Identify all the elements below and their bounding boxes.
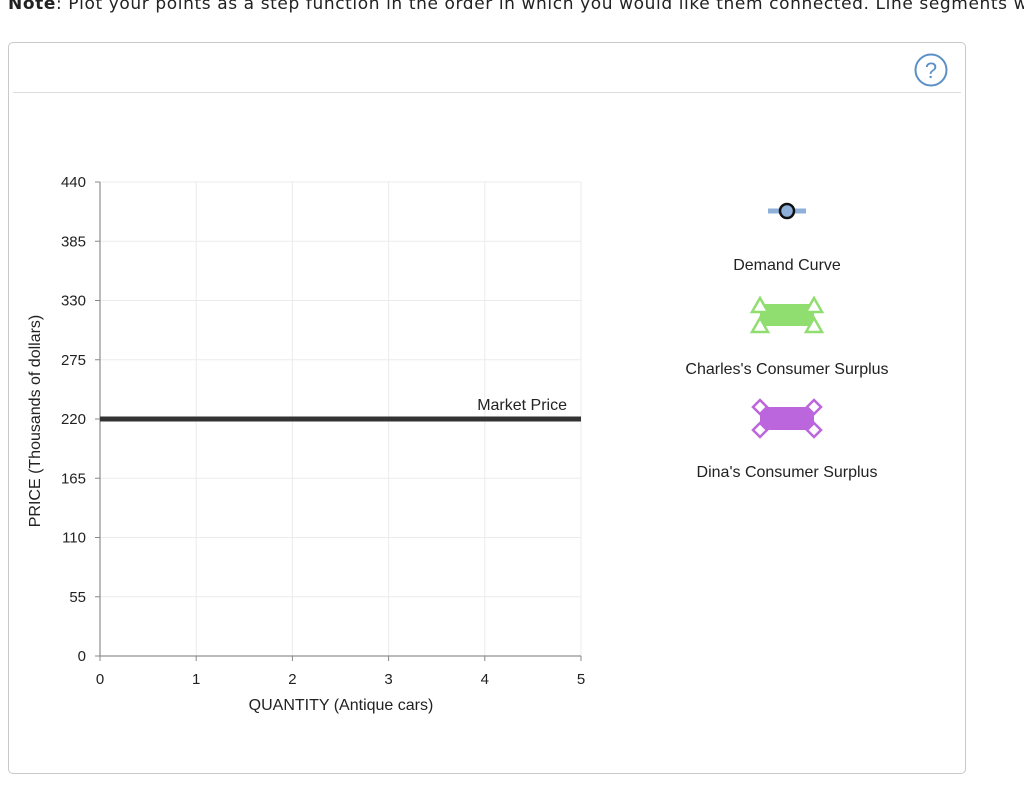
x-tick-label: 4 <box>481 671 489 688</box>
dina-surplus-tool[interactable] <box>751 398 823 439</box>
y-tick-label: 55 <box>69 589 86 606</box>
x-axis-ticks: 0 1 2 3 4 5 <box>96 656 585 688</box>
y-tick-label: 220 <box>61 411 86 428</box>
triangle-handle-icon <box>803 315 825 334</box>
help-button[interactable]: ? <box>914 53 948 87</box>
x-tick-label: 2 <box>288 671 296 688</box>
diamond-handle-icon <box>805 398 823 416</box>
purple-diamond-polygon-icon <box>760 407 814 430</box>
y-tick-label: 440 <box>61 174 86 191</box>
note-text: : Plot your points as a step function in… <box>55 0 1024 14</box>
market-price-label: Market Price <box>477 397 567 414</box>
y-tick-label: 110 <box>62 530 86 547</box>
note-label: Note <box>8 0 56 14</box>
diamond-handle-icon <box>751 398 769 416</box>
triangle-handle-icon <box>749 295 771 314</box>
y-axis-label: PRICE (Thousands of dollars) <box>27 315 44 528</box>
diamond-handle-icon <box>805 421 823 439</box>
x-tick-label: 3 <box>384 671 392 688</box>
question-mark-icon: ? <box>914 53 948 87</box>
y-tick-label: 275 <box>61 352 86 369</box>
y-tick-label: 0 <box>78 648 86 665</box>
green-triangle-polygon-icon <box>760 304 814 326</box>
instruction-note: Note: Plot your points as a step functio… <box>8 0 1024 14</box>
demand-curve-tool[interactable] <box>768 202 806 220</box>
panel-divider <box>13 92 961 93</box>
charles-surplus-label: Charles's Consumer Surplus <box>685 361 888 378</box>
triangle-handle-icon <box>749 315 771 334</box>
dina-surplus-label: Dina's Consumer Surplus <box>697 464 878 481</box>
y-tick-label: 330 <box>61 293 86 310</box>
x-axis-label: QUANTITY (Antique cars) <box>249 697 434 714</box>
y-axis-ticks: 0 55 110 165 220 275 330 385 440 <box>61 174 100 665</box>
x-tick-label: 0 <box>96 671 104 688</box>
circle-marker-icon <box>778 202 796 220</box>
svg-text:?: ? <box>925 58 937 83</box>
x-tick-label: 5 <box>577 671 585 688</box>
triangle-handle-icon <box>803 295 825 314</box>
y-tick-label: 165 <box>61 470 86 487</box>
diamond-handle-icon <box>751 421 769 439</box>
y-tick-label: 385 <box>61 233 86 250</box>
demand-curve-label: Demand Curve <box>733 257 841 274</box>
charles-surplus-tool[interactable] <box>749 295 825 334</box>
x-tick-label: 1 <box>192 671 200 688</box>
